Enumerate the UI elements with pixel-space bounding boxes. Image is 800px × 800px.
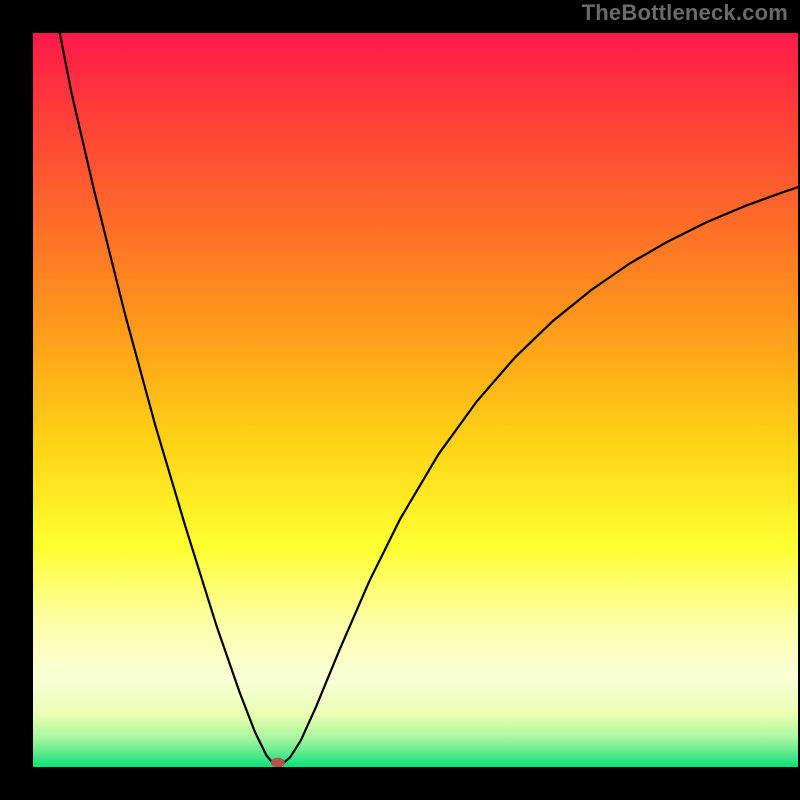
optimal-marker <box>271 758 285 768</box>
plot-area <box>33 33 798 768</box>
watermark-text: TheBottleneck.com <box>582 0 788 26</box>
bottleneck-chart <box>0 0 800 800</box>
